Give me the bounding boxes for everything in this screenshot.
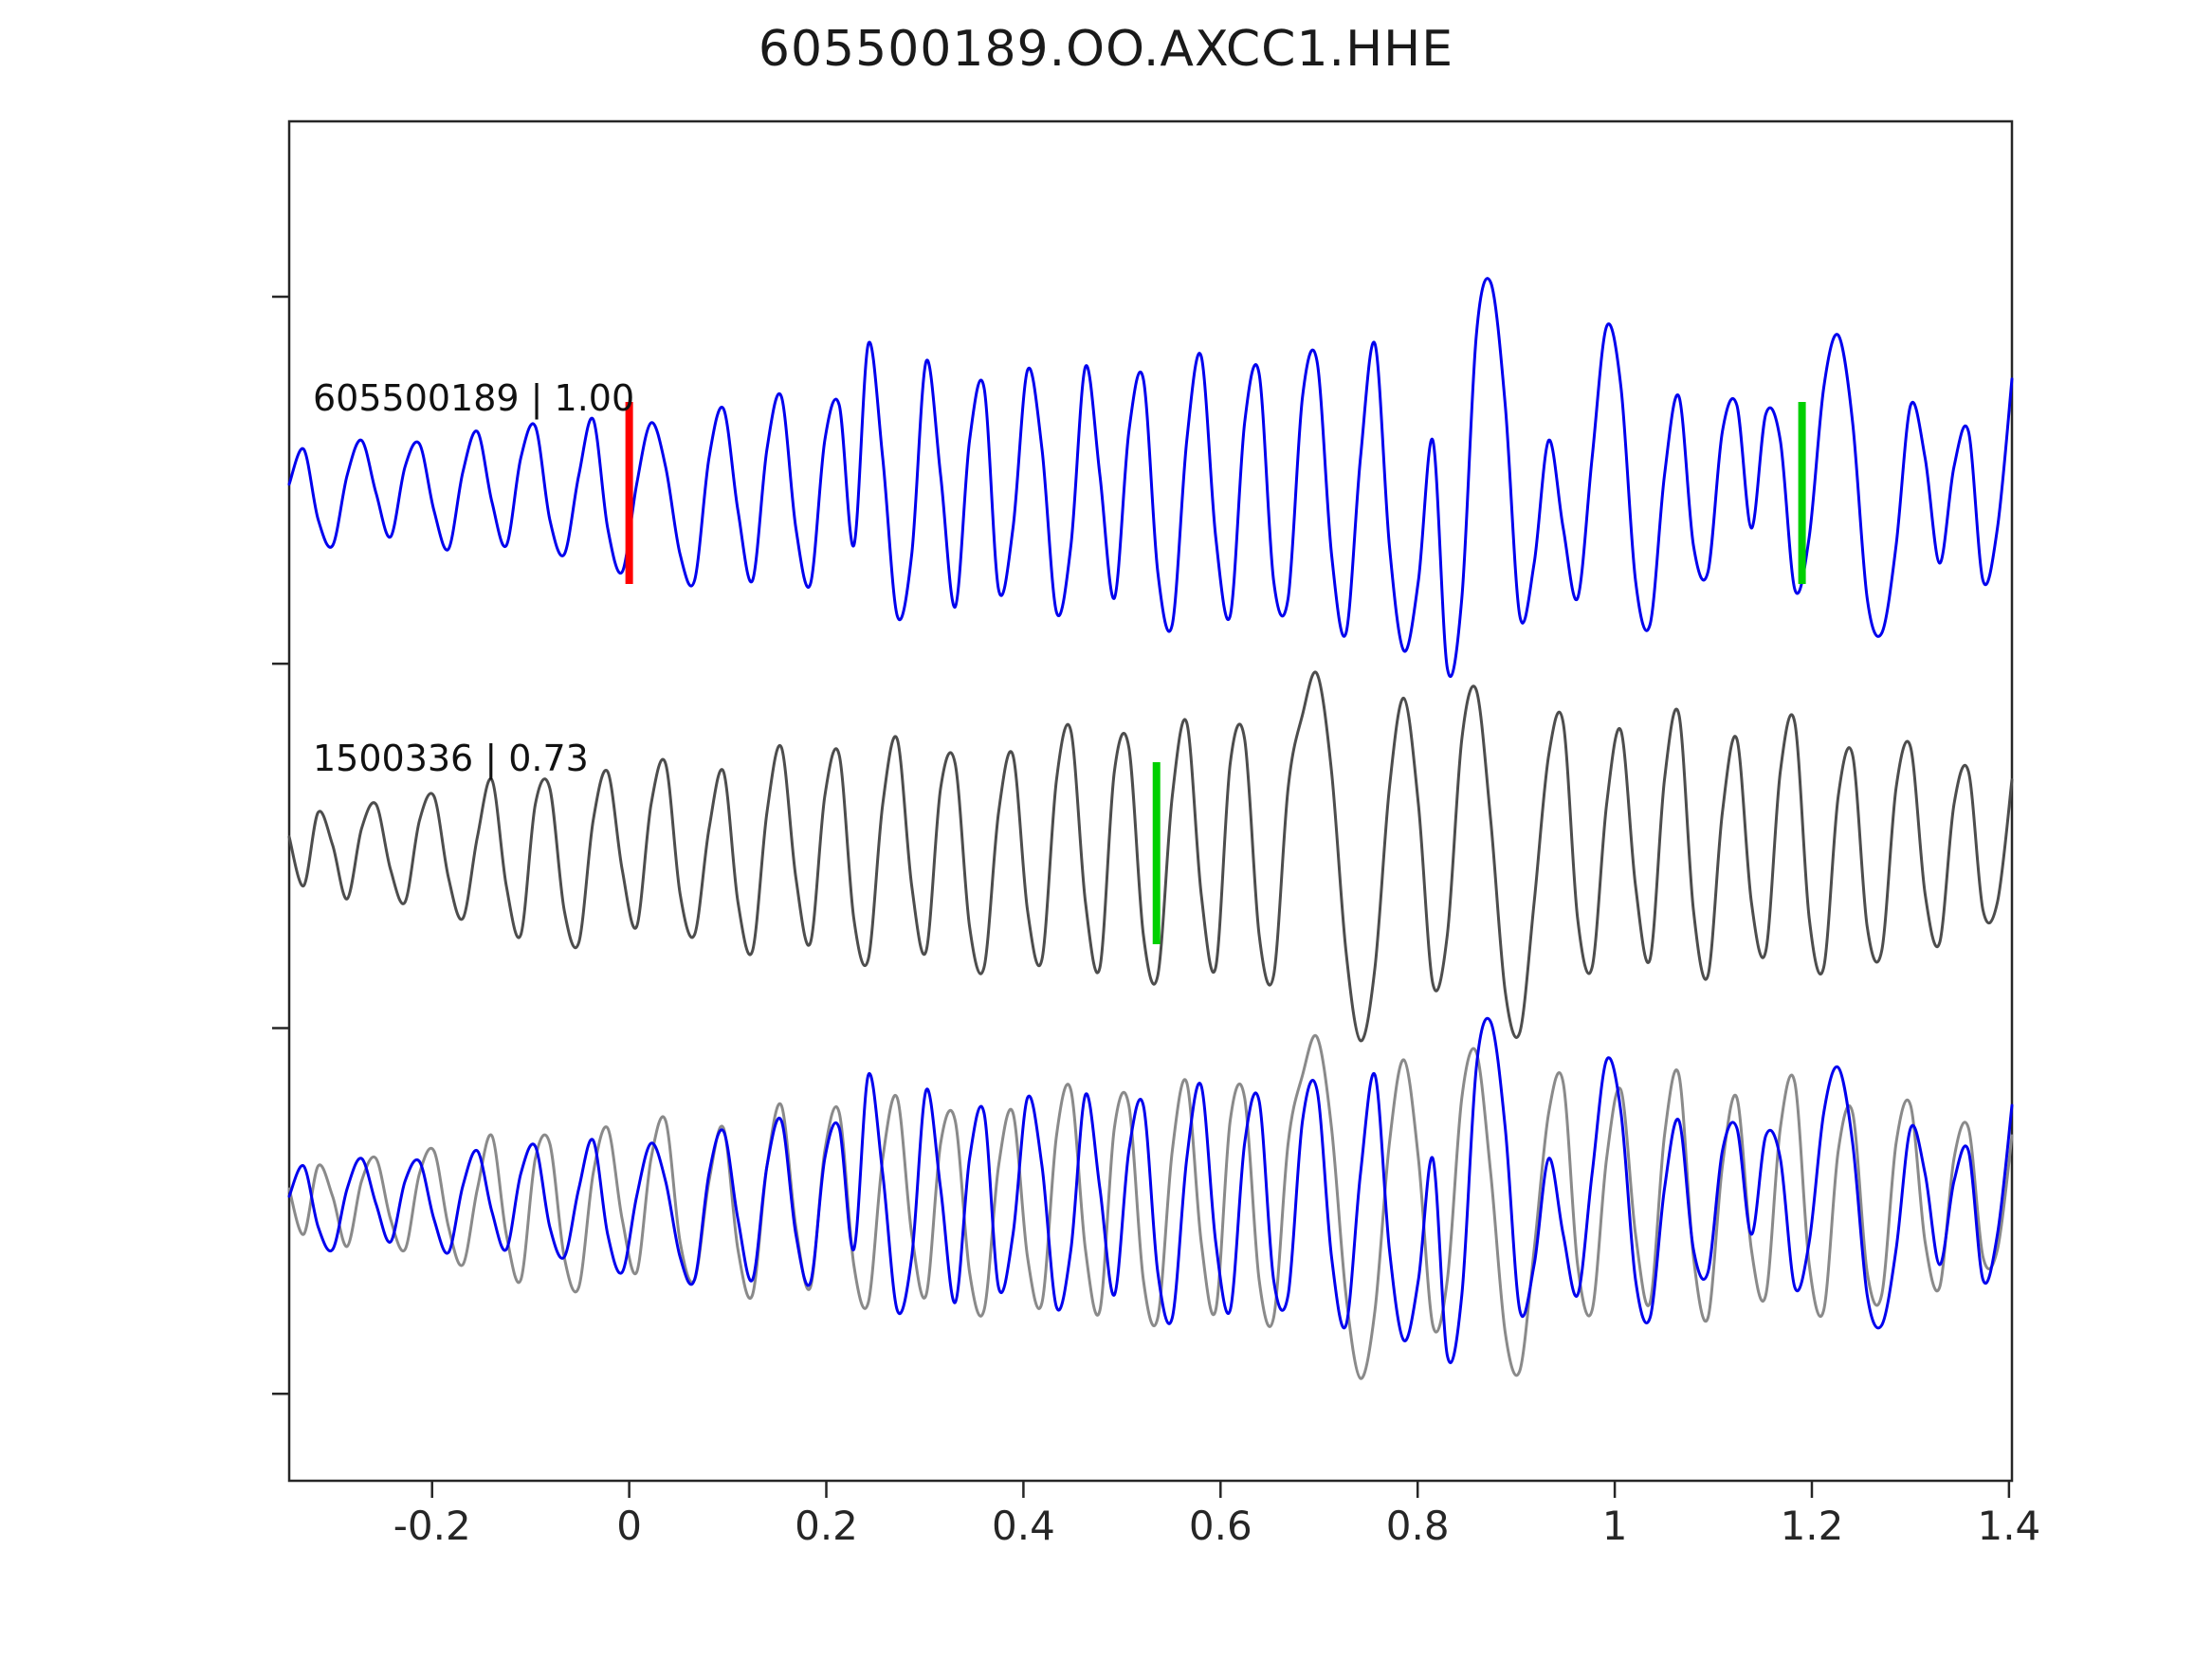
x-tick-label: 0 bbox=[616, 1503, 642, 1549]
x-tick-label: 0.4 bbox=[992, 1503, 1055, 1549]
x-tick-label: -0.2 bbox=[393, 1503, 471, 1549]
x-tick-label: 1.4 bbox=[1977, 1503, 2040, 1549]
template-trace-label: 605500189 | 1.00 bbox=[313, 377, 635, 419]
detection-trace-label: 1500336 | 0.73 bbox=[313, 738, 589, 779]
x-tick-label: 0.2 bbox=[795, 1503, 858, 1549]
overlay-detection-waveform bbox=[287, 1033, 2014, 1380]
template-waveform bbox=[287, 277, 2014, 678]
x-tick-label: 0.8 bbox=[1386, 1503, 1450, 1549]
x-tick-label: 1.2 bbox=[1781, 1503, 1844, 1549]
axes-box bbox=[287, 119, 2014, 1483]
figure-title: 605500189.OO.AXCC1.HHE bbox=[758, 21, 1454, 78]
detection-waveform bbox=[287, 670, 2014, 1043]
x-tick-label: 1 bbox=[1602, 1503, 1628, 1549]
overlay-template-waveform bbox=[287, 1016, 2014, 1364]
x-tick-label: 0.6 bbox=[1189, 1503, 1252, 1549]
